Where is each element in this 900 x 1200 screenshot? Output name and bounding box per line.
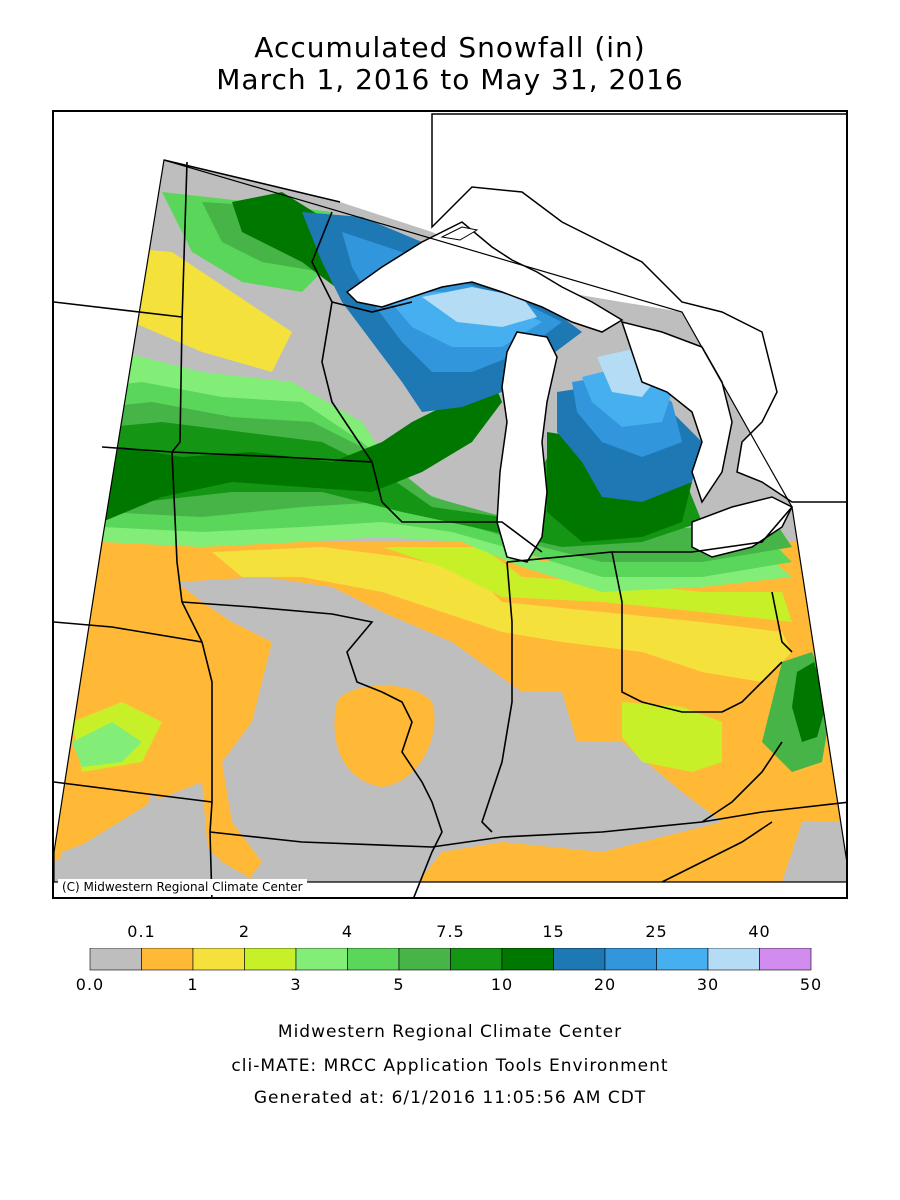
zone-2-3: [622, 702, 722, 772]
canada-ontario: [431, 113, 846, 503]
legend-swatch: [141, 948, 194, 971]
legend-swatch: [759, 948, 812, 971]
lake-superior: [345, 221, 624, 333]
legend-swatch: [501, 948, 554, 971]
legend-swatch: [450, 948, 503, 971]
map-canvas: [54, 113, 846, 897]
region-outline: [54, 159, 846, 883]
legend-lower-tick-label: 50: [799, 975, 823, 994]
legend-upper-tick-label: 25: [645, 922, 668, 941]
zone-10-15-east: [792, 662, 827, 742]
zone-3-4-west: [72, 722, 142, 767]
footer-organization: Midwestern Regional Climate Center: [277, 1022, 623, 1042]
isle-royale: [440, 226, 479, 241]
legend-upper-tick-label: 2: [238, 922, 251, 941]
legend-swatch: [244, 948, 297, 971]
legend-lower-tick-label: 3: [290, 975, 302, 994]
zone-1-2: [212, 547, 792, 682]
legend-swatch: [553, 948, 606, 971]
legend-swatch: [656, 948, 709, 971]
legend-swatch: [604, 948, 657, 971]
zone-0-0.1-southeast: [782, 822, 846, 882]
map-title: Accumulated Snowfall (in): [254, 31, 646, 64]
legend-upper-tick-label: 0.1: [127, 922, 156, 941]
legend-swatch: [89, 948, 142, 971]
legend-upper-tick-label: 7.5: [436, 922, 465, 941]
map-copyright: (C) Midwestern Regional Climate Center: [58, 879, 307, 895]
legend-lower-tick-label: 0.0: [75, 975, 105, 994]
footer-generated-timestamp: Generated at: 6/1/2016 11:05:56 AM CDT: [253, 1088, 647, 1108]
zone-30-40: [422, 287, 537, 327]
footer-tool-name: cli-MATE: MRCC Application Tools Environ…: [231, 1056, 669, 1076]
legend-swatch: [295, 948, 348, 971]
legend-color-bar: [89, 948, 812, 971]
zone-0-0.1-southwest: [54, 782, 212, 882]
zone-10-15: [54, 192, 512, 532]
lake-michigan: [496, 331, 558, 563]
legend-upper-tick-label: 40: [748, 922, 771, 941]
legend-lower-tick-label: 30: [696, 975, 720, 994]
map-subtitle-date-range: March 1, 2016 to May 31, 2016: [216, 63, 684, 96]
snowfall-map: (C) Midwestern Regional Climate Center: [52, 110, 848, 899]
legend-lower-tick-label: 20: [593, 975, 617, 994]
legend-lower-tick-label: 5: [393, 975, 405, 994]
color-legend: 0.1 2 4 7.5 15 25 40 0.0 1 3 5 10 20 30 50: [0, 920, 900, 1000]
legend-swatch: [398, 948, 451, 971]
legend-swatch: [707, 948, 760, 971]
legend-lower-tick-label: 1: [187, 975, 199, 994]
zone-0.1-1-island: [334, 685, 435, 787]
legend-lower-tick-label: 10: [490, 975, 514, 994]
legend-upper-tick-label: 15: [542, 922, 565, 941]
state-borders: [54, 159, 846, 897]
legend-upper-tick-label: 4: [341, 922, 354, 941]
legend-swatch: [192, 948, 245, 971]
legend-swatch: [347, 948, 400, 971]
